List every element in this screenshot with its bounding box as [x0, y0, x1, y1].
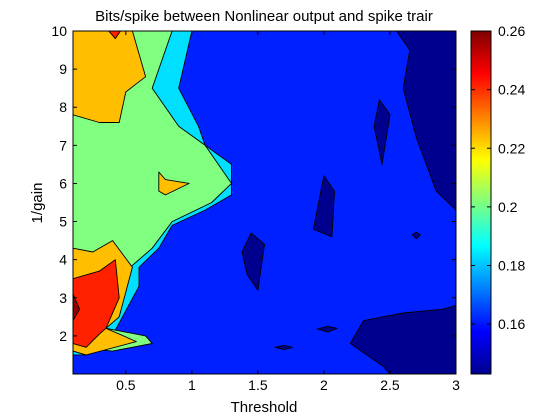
colorbar: 0.16 0.18 0.2 0.22 0.24 0.26 [470, 23, 525, 375]
x-tick-label: 1 [188, 377, 196, 393]
y-tick-label: 4 [59, 252, 67, 268]
contour-region-15 [73, 293, 81, 322]
y-tick-label: 5 [59, 214, 67, 230]
plot-frame [72, 30, 457, 375]
y-axis-ticks: 2 3 4 5 6 7 8 9 10 [51, 23, 456, 344]
y-tick-label: 3 [59, 290, 67, 306]
y-tick-label: 10 [51, 23, 67, 39]
colorbar-tick-label: 0.26 [498, 23, 525, 39]
colorbar-tick-label: 0.2 [498, 199, 518, 215]
contour-region-11 [158, 171, 190, 196]
y-tick-label: 8 [59, 99, 67, 115]
contour-region-10 [73, 31, 147, 123]
y-tick-label: 7 [59, 137, 67, 153]
contour-region-13 [73, 259, 120, 348]
x-tick-label: 2.5 [380, 377, 400, 393]
x-tick-label: 3 [452, 377, 460, 393]
contour-region-4 [349, 304, 456, 374]
colorbar-gradient [471, 31, 491, 374]
colorbar-tick-label: 0.18 [498, 258, 525, 274]
plot-area: 0.5 1 1.5 2 2.5 3 2 3 4 5 6 7 8 9 10 [51, 23, 460, 393]
colorbar-tick-label: 0.24 [498, 82, 525, 98]
x-axis-label: Threshold [231, 399, 298, 416]
contour-region-2 [312, 175, 335, 238]
chart-title: Bits/spike between Nonlinear output and … [95, 8, 433, 25]
x-tick-label: 2 [320, 377, 328, 393]
y-tick-label: 2 [59, 328, 67, 344]
y-tick-label: 6 [59, 175, 67, 191]
contour-region-1 [373, 99, 391, 165]
x-tick-label: 1.5 [248, 377, 268, 393]
x-tick-label: 0.5 [116, 377, 136, 393]
contour-region-6 [316, 325, 338, 333]
contour-region-0 [396, 31, 456, 211]
contour-region-7 [411, 231, 421, 240]
colorbar-ticks: 0.16 0.18 0.2 0.22 0.24 0.26 [471, 23, 525, 332]
colorbar-tick-label: 0.16 [498, 316, 525, 332]
contour-region-14 [108, 31, 121, 40]
y-axis-label: 1/gain [29, 183, 46, 224]
colorbar-frame [470, 30, 492, 375]
contour-region-5 [274, 344, 293, 351]
colorbar-tick-label: 0.22 [498, 140, 525, 156]
contour-region-3 [241, 232, 265, 291]
contour-regions [73, 31, 456, 374]
y-tick-label: 9 [59, 61, 67, 77]
x-axis-ticks: 0.5 1 1.5 2 2.5 3 [116, 31, 460, 393]
